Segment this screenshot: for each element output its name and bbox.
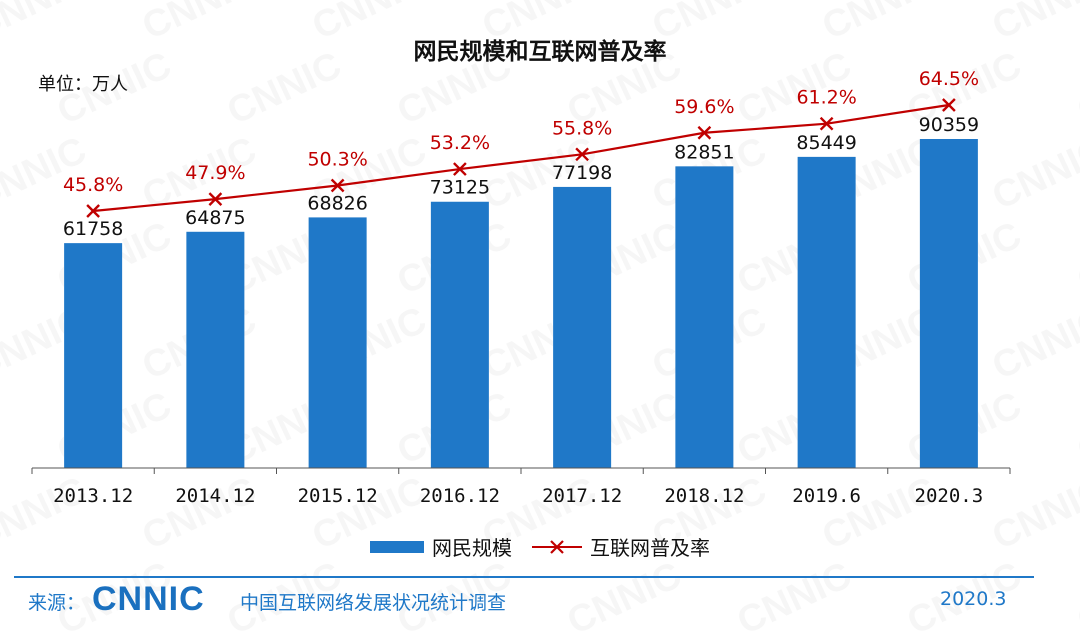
- unit-label: 单位：万人: [38, 74, 128, 95]
- bar-value-label: 82851: [674, 141, 734, 163]
- x-tick-labels: 2013.12 2014.12 2015.12 2016.12 2017.12 2018.…: [53, 485, 983, 507]
- x-tick-label: 2013.12: [53, 485, 133, 507]
- source-label: 来源：: [28, 592, 86, 614]
- legend-item-line: 互联网普及率: [532, 532, 710, 561]
- line-value-label: 50.3%: [307, 148, 367, 170]
- line-value-label: 61.2%: [796, 87, 856, 109]
- legend-bar-label: 网民规模: [432, 536, 512, 560]
- footer-date: 2020.3: [940, 588, 1007, 610]
- line-value-label: 45.8%: [63, 174, 123, 196]
- line-value-label: 53.2%: [430, 132, 490, 154]
- bar-2019.6: [797, 156, 856, 468]
- x-tick-label: 2019.6: [792, 485, 861, 507]
- line-value-label: 47.9%: [185, 162, 245, 184]
- bar-2018.12: [675, 166, 734, 469]
- line-value-label: 64.5%: [919, 68, 979, 90]
- line-point-marker: [330, 178, 345, 193]
- bar-value-label: 68826: [307, 192, 367, 214]
- line-point-marker: [208, 192, 223, 206]
- legend-item-bar: 网民规模: [370, 532, 512, 561]
- bar-value-labels: 61758 64875 68826 73125 77198 82851 85449 90359: [63, 114, 979, 240]
- survey-name: 中国互联网络发展状况统计调查: [240, 592, 507, 614]
- x-tick-label: 2014.12: [175, 485, 255, 507]
- x-tick-label: 2020.3: [915, 485, 984, 507]
- bar-2013.12: [64, 243, 123, 468]
- line-series-layer: [86, 98, 956, 218]
- footer-divider: [14, 576, 1034, 578]
- bar-2015.12: [308, 217, 367, 468]
- chart-title: 网民规模和互联网普及率: [413, 39, 667, 65]
- bar-value-label: 73125: [430, 177, 490, 199]
- line-point-marker: [819, 116, 834, 131]
- x-tick-label: 2015.12: [298, 485, 378, 507]
- bar-2017.12: [553, 186, 612, 468]
- legend-bar-swatch: [370, 540, 424, 553]
- line-point-marker: [86, 204, 100, 218]
- bar-value-label: 90359: [919, 114, 979, 136]
- line-value-label: 59.6%: [674, 96, 734, 118]
- bar-2020.3: [919, 139, 978, 468]
- legend-line-label: 互联网普及率: [590, 536, 710, 560]
- bar-value-label: 85449: [796, 132, 856, 154]
- bar-value-label: 77198: [552, 162, 612, 184]
- line-value-label: 55.8%: [552, 117, 612, 139]
- x-tick-label: 2017.12: [542, 485, 622, 507]
- bar-2014.12: [186, 231, 245, 468]
- bar-2016.12: [430, 201, 489, 468]
- footer: 来源： CNNIC 中国互联网络发展状况统计调查 2020.3: [0, 576, 1080, 636]
- line-point-marker: [697, 125, 712, 140]
- legend-line-swatch: [532, 539, 582, 554]
- x-tick-label: 2016.12: [420, 485, 500, 507]
- bars-layer: [64, 139, 978, 469]
- cnnic-logo: CNNIC: [92, 580, 205, 618]
- line-point-marker: [453, 162, 467, 176]
- line-series-path: [93, 103, 950, 213]
- line-point-marker: [575, 147, 589, 162]
- line-point-marker: [942, 98, 956, 112]
- line-value-labels: 45.8% 47.9% 50.3% 53.2% 55.8% 59.6% 61.2% 64.5%: [63, 68, 979, 196]
- bar-value-label: 64875: [185, 207, 245, 229]
- x-tick-marks: [31, 468, 1011, 474]
- legend: 网民规模 互联网普及率: [0, 532, 1080, 561]
- bar-value-label: 61758: [63, 218, 123, 240]
- x-tick-label: 2018.12: [664, 485, 744, 507]
